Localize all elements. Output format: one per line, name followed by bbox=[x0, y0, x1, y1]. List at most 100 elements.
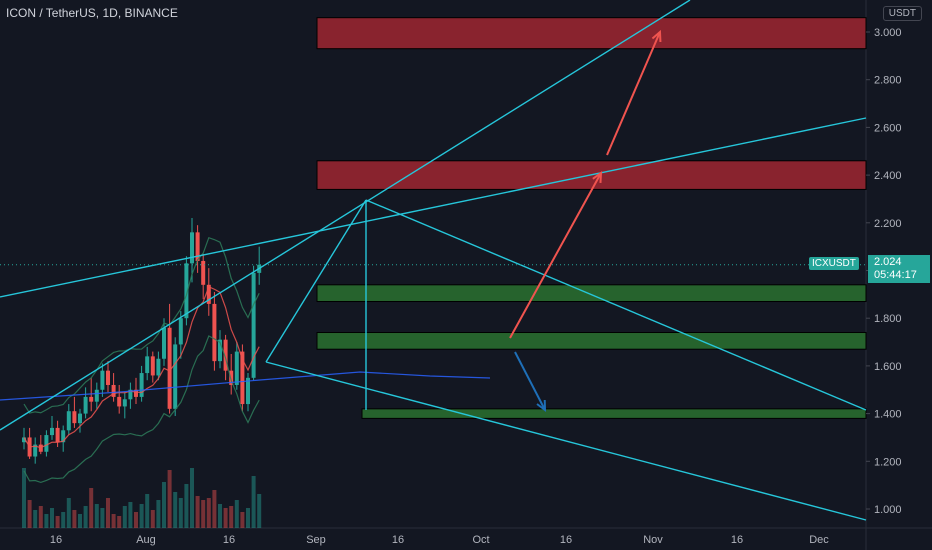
candle-body bbox=[206, 284, 211, 304]
candle-body bbox=[145, 356, 150, 374]
symbol-header: ICON / TetherUS, 1D, BINANCE bbox=[6, 6, 178, 20]
volume-bar bbox=[111, 514, 116, 528]
y-tick-label: 2.600 bbox=[874, 122, 902, 134]
candle-body bbox=[162, 327, 166, 359]
volume-bar bbox=[223, 508, 228, 528]
x-tick-label: Aug bbox=[136, 534, 156, 546]
volume-bar bbox=[206, 498, 211, 528]
candle-body bbox=[201, 260, 206, 285]
pullback-arrow bbox=[514, 351, 546, 411]
volume-bar bbox=[33, 510, 38, 528]
candle-body bbox=[89, 396, 94, 402]
volume-bar bbox=[162, 482, 166, 528]
bar-countdown: 05:44:17 bbox=[874, 269, 917, 281]
volume-bar bbox=[78, 514, 82, 528]
candle-body bbox=[122, 399, 127, 407]
candle-body bbox=[33, 444, 38, 457]
volume-bar bbox=[134, 512, 138, 528]
y-tick-label: 1.400 bbox=[874, 409, 902, 421]
candle bbox=[122, 392, 127, 419]
bollinger-upper bbox=[23, 236, 260, 414]
x-tick-label: Sep bbox=[306, 534, 326, 546]
candle-body bbox=[218, 339, 222, 362]
currency-badge[interactable]: USDT bbox=[882, 6, 922, 21]
candle bbox=[83, 387, 88, 419]
candle bbox=[72, 396, 77, 428]
candle bbox=[61, 425, 66, 452]
target-arrow-2 bbox=[606, 31, 661, 156]
volume-bar bbox=[184, 484, 189, 528]
x-tick-label: Nov bbox=[643, 534, 663, 546]
candle-body bbox=[251, 272, 256, 378]
volume-bar bbox=[257, 494, 262, 528]
candle bbox=[100, 363, 105, 397]
volume-bar bbox=[212, 490, 217, 528]
candle bbox=[162, 318, 166, 366]
volume-bar bbox=[156, 500, 161, 528]
candle bbox=[50, 415, 54, 440]
pullback-arrow-head bbox=[536, 399, 547, 413]
demand-zone bbox=[361, 408, 867, 419]
x-tick-label: Oct bbox=[472, 534, 489, 546]
trendline-upper-fall bbox=[365, 199, 867, 411]
candle-body bbox=[72, 411, 77, 424]
candle bbox=[246, 373, 250, 412]
volume-bar bbox=[89, 488, 94, 528]
candle-body bbox=[134, 389, 138, 397]
y-tick-label: 2.400 bbox=[874, 170, 902, 182]
candle-body bbox=[100, 370, 105, 390]
candle-body bbox=[195, 232, 200, 261]
volume-bar bbox=[72, 510, 77, 528]
candle-body bbox=[184, 263, 189, 319]
candle bbox=[66, 404, 71, 436]
candle-body bbox=[156, 358, 161, 376]
volume-bar bbox=[246, 508, 250, 528]
candle bbox=[106, 361, 110, 393]
volume-bar bbox=[55, 516, 60, 528]
x-tick-label: 16 bbox=[731, 534, 743, 546]
candle bbox=[111, 373, 116, 402]
volume-bar bbox=[66, 498, 71, 528]
x-tick-label: 16 bbox=[50, 534, 62, 546]
candle-body bbox=[128, 389, 133, 400]
candle bbox=[44, 430, 49, 457]
trendline-steep bbox=[0, 0, 691, 431]
candle bbox=[178, 311, 183, 359]
target-arrow-2-head bbox=[651, 29, 662, 43]
target-arrow-1 bbox=[509, 172, 602, 339]
candle-body bbox=[173, 344, 178, 409]
trendline-shallow bbox=[0, 117, 867, 298]
candle bbox=[33, 437, 38, 464]
volume-bar bbox=[22, 468, 26, 528]
candle-body bbox=[83, 396, 88, 414]
y-tick-label: 2.800 bbox=[874, 75, 902, 87]
y-tick-label: 3.000 bbox=[874, 27, 902, 39]
volume-bar bbox=[128, 502, 133, 528]
candle bbox=[240, 344, 245, 412]
candle-body bbox=[234, 351, 239, 385]
volume-bar bbox=[178, 498, 183, 528]
volume-bar bbox=[117, 516, 122, 528]
x-tick-label: 16 bbox=[560, 534, 572, 546]
demand-zone bbox=[316, 332, 867, 350]
y-tick-label: 1.200 bbox=[874, 456, 902, 468]
volume-bar bbox=[83, 506, 88, 528]
volume-bar bbox=[100, 508, 105, 528]
y-tick-label: 1.000 bbox=[874, 504, 902, 516]
volume-bar bbox=[229, 506, 234, 528]
volume-bar bbox=[190, 468, 194, 528]
candle-body bbox=[117, 396, 122, 407]
x-tick-label: Dec bbox=[809, 534, 829, 546]
candle bbox=[195, 225, 200, 273]
volume-bar bbox=[38, 506, 43, 528]
candle-body bbox=[229, 370, 234, 385]
candle-body bbox=[61, 430, 66, 443]
volume-bar bbox=[173, 492, 178, 528]
candle-body bbox=[106, 370, 110, 385]
candle-body bbox=[167, 327, 172, 409]
candle-body bbox=[178, 318, 183, 345]
candle bbox=[167, 303, 172, 414]
candle-body bbox=[78, 413, 82, 424]
candle-body bbox=[66, 411, 71, 431]
